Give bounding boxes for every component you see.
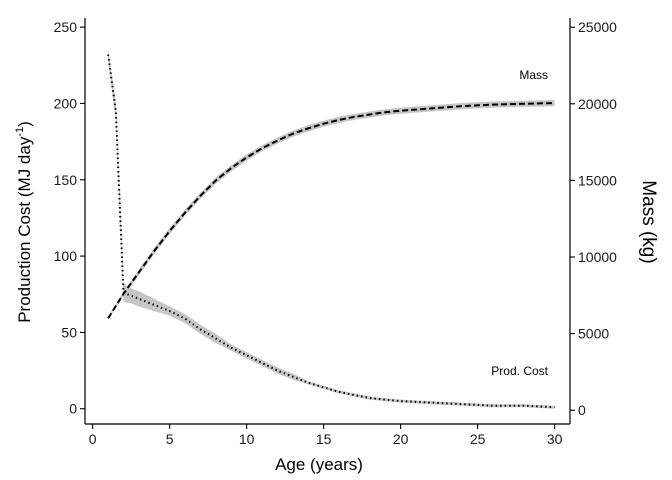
x-tick-label: 5 — [166, 431, 174, 447]
left-y-tick-label: 0 — [69, 401, 77, 417]
right-y-tick-label: 0 — [578, 402, 586, 418]
series-lines — [107, 54, 555, 409]
left-y-axis-title-close: ) — [15, 121, 34, 127]
left-y-tick-label: 150 — [54, 172, 78, 188]
x-tick-label: 0 — [89, 431, 97, 447]
x-tick-label: 25 — [470, 431, 486, 447]
x-tick-label: 15 — [316, 431, 332, 447]
left-y-axis-title-main: Production Cost (MJ day — [15, 136, 34, 323]
left-y-tick-label: 100 — [54, 248, 78, 264]
right-y-ticks: 0 5000 10000 15000 20000 25000 — [570, 19, 617, 418]
x-tick-label: 10 — [239, 431, 255, 447]
mass-line — [107, 102, 555, 319]
left-y-ticks: 0 50 100 150 200 250 — [54, 19, 85, 417]
left-y-tick-label: 50 — [61, 324, 77, 340]
right-y-tick-label: 10000 — [578, 249, 617, 265]
left-y-tick-label: 250 — [54, 19, 78, 35]
right-y-axis-title: Mass (kg) — [638, 180, 659, 263]
left-y-axis-title-superscript: -1 — [14, 127, 26, 137]
x-axis-title: Age (years) — [275, 455, 363, 474]
right-y-tick-label: 25000 — [578, 19, 617, 35]
x-tick-label: 30 — [547, 431, 563, 447]
right-y-tick-label: 15000 — [578, 172, 617, 188]
x-ticks: 0 5 10 15 20 25 30 — [89, 424, 563, 447]
mass-series-label: Mass — [519, 68, 548, 82]
confidence-bands — [108, 48, 555, 409]
right-y-tick-label: 5000 — [578, 326, 609, 342]
x-tick-label: 20 — [393, 431, 409, 447]
left-y-axis-title: Production Cost (MJ day-1) — [14, 121, 34, 323]
mass-band — [108, 100, 555, 320]
prod-cost-series-label: Prod. Cost — [491, 364, 548, 378]
right-y-tick-label: 20000 — [578, 96, 617, 112]
left-y-tick-label: 200 — [54, 95, 78, 111]
